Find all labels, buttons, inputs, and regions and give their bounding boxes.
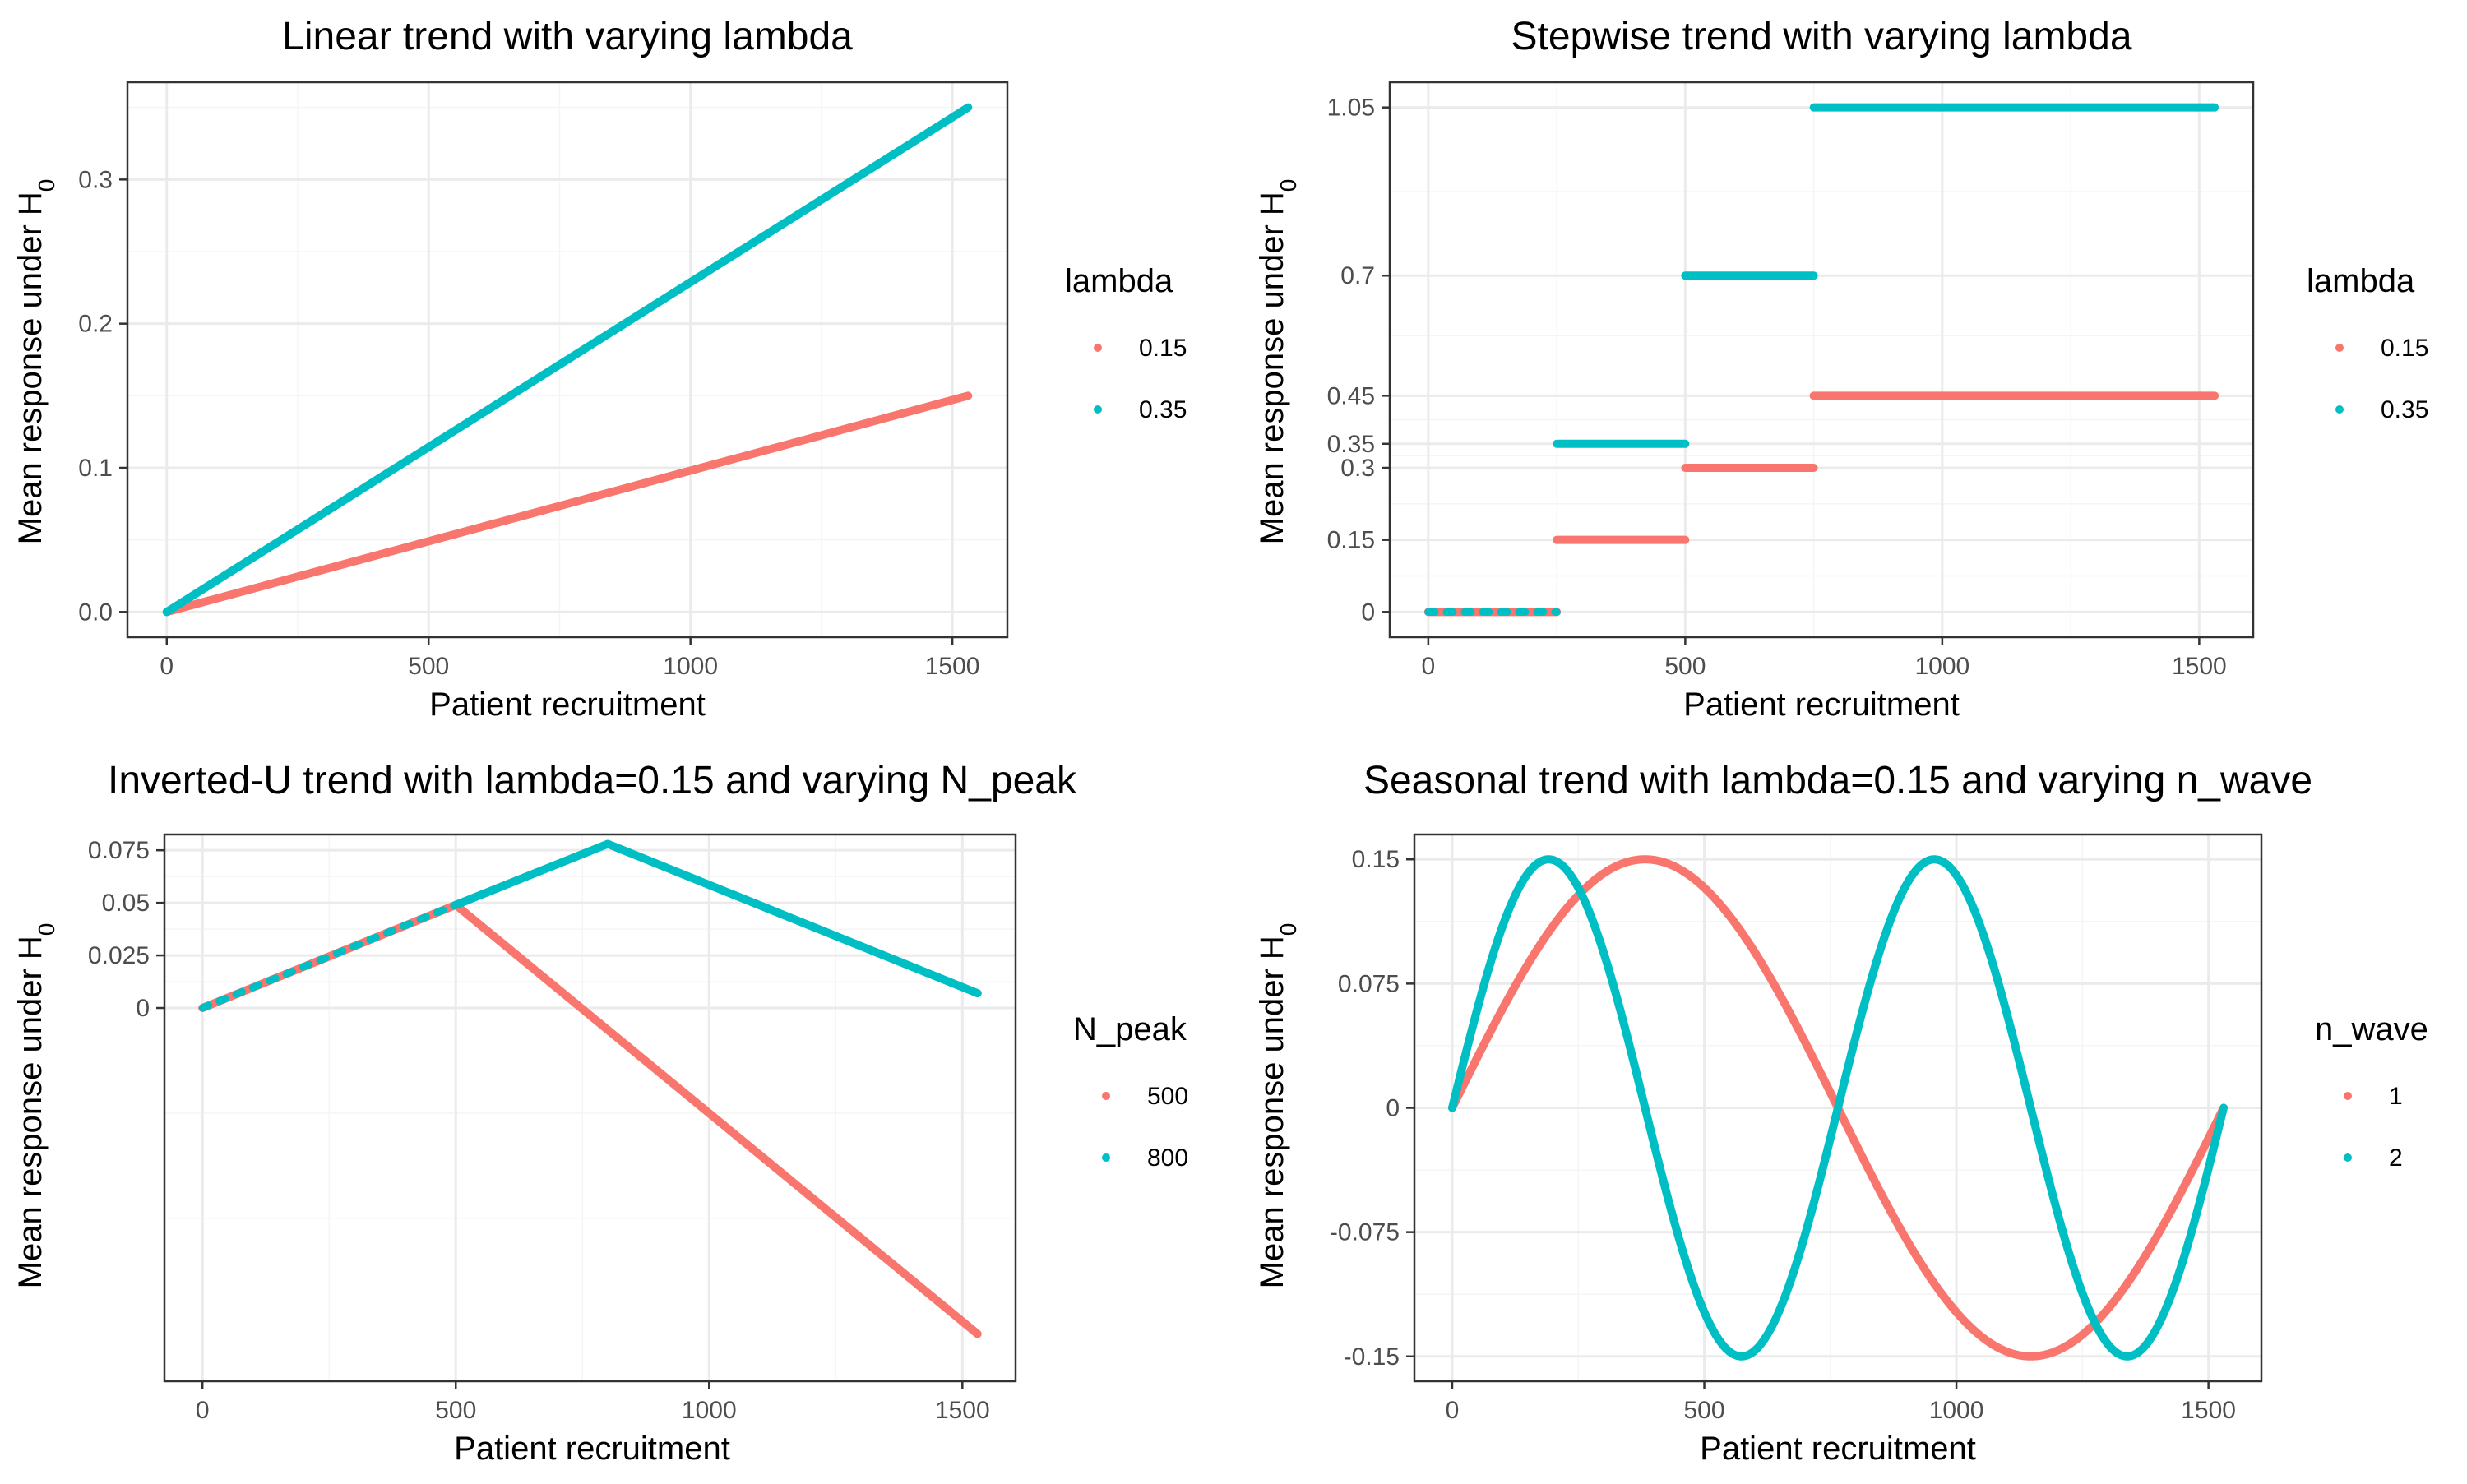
y-tick-label: 0.3 bbox=[78, 166, 113, 193]
x-axis-label: Patient recruitment bbox=[1683, 687, 1960, 723]
x-tick-label: 1500 bbox=[2181, 1397, 2236, 1424]
x-tick-label: 1500 bbox=[2172, 653, 2227, 680]
series-line-shared bbox=[198, 901, 460, 1012]
x-tick-label: 0 bbox=[1446, 1397, 1460, 1424]
y-axis-label: Mean response under H0 bbox=[1254, 179, 1301, 545]
y-tick-label: 0 bbox=[1361, 599, 1375, 626]
legend-key bbox=[1102, 1153, 1110, 1162]
legend: n_wave 1 2 bbox=[2315, 1011, 2428, 1172]
series-inverted_u-800 bbox=[198, 839, 982, 1012]
y-axis-label: Mean response under H0 bbox=[1254, 923, 1301, 1289]
x-axis-label: Patient recruitment bbox=[1700, 1431, 1976, 1467]
series-line bbox=[162, 391, 973, 617]
y-tick-label: -0.15 bbox=[1344, 1343, 1400, 1371]
y-tick-label: 0 bbox=[1386, 1095, 1400, 1122]
legend-key bbox=[1102, 1092, 1110, 1100]
x-tick-label: 0 bbox=[160, 653, 174, 680]
chart-panel-inverted_u: 0 500 1000 1500 0 0.025 0.05 0.075 Inverted-U tr… bbox=[12, 759, 1188, 1467]
plot-background bbox=[1390, 82, 2253, 637]
y-tick-label: 0.35 bbox=[1327, 431, 1375, 458]
x-tick-label: 500 bbox=[1664, 653, 1706, 680]
legend-key bbox=[1094, 405, 1102, 414]
x-tick-label: 0 bbox=[1422, 653, 1436, 680]
chart-title: Inverted-U trend with lambda=0.15 and va… bbox=[108, 759, 1077, 802]
x-tick-label: 1000 bbox=[663, 653, 718, 680]
y-tick-label: 1.05 bbox=[1327, 95, 1375, 122]
x-tick-label: 1000 bbox=[1929, 1397, 1984, 1424]
chart-panel-linear: 0 500 1000 1500 0.0 0.1 0.2 0.3 Linear trend wit… bbox=[12, 15, 1187, 723]
plot-border bbox=[1388, 81, 2255, 639]
legend-label: 0.15 bbox=[2381, 335, 2428, 362]
x-tick-label: 500 bbox=[1683, 1397, 1724, 1424]
x-axis-label: Patient recruitment bbox=[429, 687, 706, 723]
x-tick-label: 1500 bbox=[935, 1397, 990, 1424]
legend-label: 1 bbox=[2389, 1083, 2403, 1110]
y-axis-label-subscript: 0 bbox=[1275, 923, 1301, 936]
chart-panel-seasonal: 0 500 1000 1500 -0.15 -0.075 0 0.075 0.15 Seasona… bbox=[1254, 759, 2428, 1467]
legend: lambda 0.15 0.35 bbox=[2307, 263, 2428, 423]
x-tick-label: 500 bbox=[408, 653, 449, 680]
legend-label: 2 bbox=[2389, 1144, 2403, 1172]
x-tick-label: 0 bbox=[196, 1397, 210, 1424]
legend: lambda 0.15 0.35 bbox=[1065, 263, 1187, 423]
x-tick-label: 1000 bbox=[1915, 653, 1970, 680]
x-axis-label: Patient recruitment bbox=[454, 1431, 730, 1467]
legend-label: 500 bbox=[1147, 1083, 1188, 1110]
series-linear-0_15 bbox=[162, 391, 973, 617]
y-tick-label: 0.075 bbox=[1338, 970, 1400, 997]
y-axis-label-subscript: 0 bbox=[34, 923, 59, 936]
y-tick-label: 0.05 bbox=[102, 890, 150, 917]
legend-title: N_peak bbox=[1073, 1011, 1187, 1047]
legend-key bbox=[2335, 405, 2344, 414]
legend-label: 800 bbox=[1147, 1144, 1188, 1172]
series-linear-0_35 bbox=[162, 103, 973, 617]
plot-background bbox=[164, 834, 1016, 1381]
series-stepwise-0_35 bbox=[1424, 103, 2219, 616]
legend-key bbox=[1094, 344, 1102, 352]
chart-title: Stepwise trend with varying lambda bbox=[1511, 15, 2131, 58]
chart-title: Seasonal trend with lambda=0.15 and vary… bbox=[1363, 759, 2312, 802]
legend-key bbox=[2344, 1153, 2352, 1162]
plot-border bbox=[126, 81, 1009, 639]
plot-border bbox=[163, 833, 1017, 1383]
x-tick-label: 500 bbox=[435, 1397, 476, 1424]
legend-label: 0.15 bbox=[1139, 335, 1187, 362]
y-tick-label: 0.075 bbox=[88, 837, 150, 864]
legend-title: lambda bbox=[1065, 263, 1173, 299]
series-seasonal-2 bbox=[1447, 855, 2229, 1361]
y-tick-label: 0.15 bbox=[1352, 846, 1400, 873]
y-tick-label: -0.075 bbox=[1330, 1219, 1400, 1246]
y-tick-label: 0.0 bbox=[78, 599, 113, 626]
legend: N_peak 500 800 bbox=[1073, 1011, 1188, 1172]
series-line bbox=[451, 839, 982, 998]
y-tick-label: 0.15 bbox=[1327, 527, 1375, 554]
x-tick-label: 1000 bbox=[682, 1397, 737, 1424]
legend-label: 0.35 bbox=[2381, 396, 2428, 423]
y-tick-label: 0.1 bbox=[78, 455, 113, 482]
legend-key bbox=[2344, 1092, 2352, 1100]
y-axis-label-subscript: 0 bbox=[1275, 179, 1301, 192]
series-line bbox=[1447, 855, 2229, 1361]
y-axis-label: Mean response under H0 bbox=[12, 179, 59, 545]
y-tick-label: 0.45 bbox=[1327, 382, 1375, 409]
y-axis-label-subscript: 0 bbox=[34, 179, 59, 192]
series-line bbox=[162, 103, 973, 617]
y-tick-label: 0 bbox=[136, 995, 150, 1022]
legend-label: 0.35 bbox=[1139, 396, 1187, 423]
y-tick-label: 0.2 bbox=[78, 311, 113, 338]
legend-title: lambda bbox=[2307, 263, 2415, 299]
chart-title: Linear trend with varying lambda bbox=[282, 15, 853, 58]
y-tick-label: 0.3 bbox=[1340, 455, 1375, 482]
y-tick-label: 0.7 bbox=[1340, 262, 1375, 289]
y-tick-label: 0.025 bbox=[88, 942, 150, 969]
chart-panel-stepwise: 0 500 1000 150000.150.30.350.450.71.05Stepw… bbox=[1254, 15, 2428, 723]
legend-title: n_wave bbox=[2315, 1011, 2428, 1047]
legend-key bbox=[2335, 344, 2344, 352]
x-tick-label: 1500 bbox=[925, 653, 980, 680]
y-axis-label: Mean response under H0 bbox=[12, 923, 59, 1289]
